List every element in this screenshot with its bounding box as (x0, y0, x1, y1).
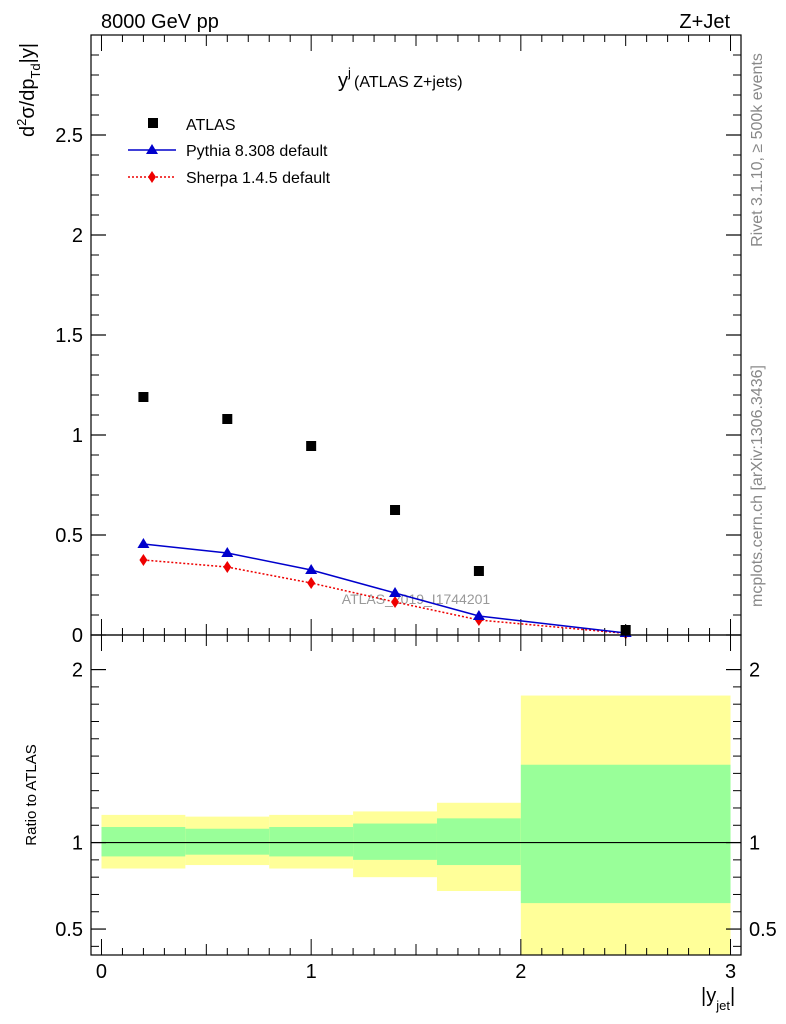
ratio-band-inner (269, 827, 354, 857)
legend: ATLAS Pythia 8.308 default Sherpa 1.4.5 … (128, 117, 331, 187)
main-y-tick-label: 1 (72, 425, 83, 447)
x-tick-label: 1 (306, 961, 317, 983)
ratio-band-inner (101, 827, 186, 857)
svg-text:|yjet|: |yjet| (701, 985, 735, 1013)
main-y-axis-ticks: 0 0.5 1 1.5 2 2.5 (55, 54, 741, 647)
main-plot-title-superscript: j (347, 65, 351, 80)
ratio-band-inner (185, 828, 270, 855)
sherpa-point (391, 596, 400, 608)
ratio-y-tick-label: 2 (72, 660, 83, 682)
legend-label-pythia: Pythia 8.308 default (186, 143, 328, 160)
ratio-y-tick-label-right: 2 (749, 660, 760, 682)
mcplots-label: mcplots.cern.ch [arXiv:1306.3436] (749, 365, 766, 607)
header-energy-label: 8000 GeV pp (101, 11, 219, 33)
legend-label-atlas: ATLAS (186, 117, 236, 134)
atlas-data-point (620, 625, 631, 635)
main-plot-title-base: y (338, 70, 348, 92)
main-y-tick-label: 0.5 (55, 525, 83, 547)
ratio-y-tick-label: 0.5 (55, 919, 83, 941)
atlas-data-point (222, 414, 233, 424)
atlas-data-point (390, 505, 401, 515)
main-y-tick-label: 1.5 (55, 325, 83, 347)
legend-marker-pythia (146, 144, 158, 154)
svg-text:d2σ/dpTd|y|: d2σ/dpTd|y| (14, 43, 43, 137)
ratio-y-axis-ticks: 0.5 0.5 1 1 2 2 (55, 660, 777, 947)
atlas-data-point (138, 392, 149, 402)
ratio-x-axis-ticks: 0 1 2 3 (96, 635, 736, 983)
ratio-y-tick-label-right: 1 (749, 833, 760, 855)
atlas-data-point (306, 441, 317, 451)
main-plot-title-rest: (ATLAS Z+jets) (354, 74, 463, 91)
pythia-point (137, 538, 150, 548)
rivet-version-label: Rivet 3.1.10, ≥ 500k events (749, 53, 766, 247)
ratio-band-inner (353, 823, 437, 860)
main-y-axis-label: d2σ/dpTd|y| (14, 43, 43, 137)
x-tick-label: 3 (725, 961, 736, 983)
ratio-y-tick-label: 1 (72, 833, 83, 855)
main-y-tick-label: 0 (72, 625, 83, 647)
main-y-tick-label: 2.5 (55, 125, 83, 147)
pythia-line (143, 543, 626, 634)
legend-label-sherpa: Sherpa 1.4.5 default (186, 170, 331, 187)
header-process-label: Z+Jet (679, 11, 730, 33)
sherpa-point (307, 577, 316, 589)
main-x-axis-ticks (100, 35, 732, 635)
x-tick-label: 0 (96, 961, 107, 983)
ratio-band-inner (436, 818, 521, 866)
x-axis-label: |yjet| (701, 985, 735, 1013)
legend-marker-atlas (148, 118, 158, 128)
ratio-y-tick-label-right: 0.5 (749, 919, 777, 941)
pythia-point (221, 547, 234, 557)
ratio-band-inner (520, 764, 731, 904)
sherpa-point (139, 554, 148, 566)
pythia-point (389, 587, 402, 597)
ratio-panel: 0.5 0.5 1 1 2 2 0 1 2 3 Ratio to ATLAS |yjet| (23, 634, 777, 1013)
pythia-point (472, 610, 485, 620)
sherpa-point (223, 561, 232, 573)
atlas-data-point (473, 566, 484, 576)
main-panel: 00.511.522.5 y j (ATLAS Z+jets) ATLAS_20… (14, 34, 742, 647)
main-y-tick-label: 2 (72, 225, 83, 247)
sherpa-line (143, 559, 626, 635)
ratio-y-axis-label: Ratio to ATLAS (23, 744, 40, 845)
ratio-uncertainty-bands (101, 695, 731, 955)
pythia-point (305, 564, 318, 574)
legend-marker-sherpa (148, 171, 156, 183)
x-tick-label: 2 (515, 961, 526, 983)
